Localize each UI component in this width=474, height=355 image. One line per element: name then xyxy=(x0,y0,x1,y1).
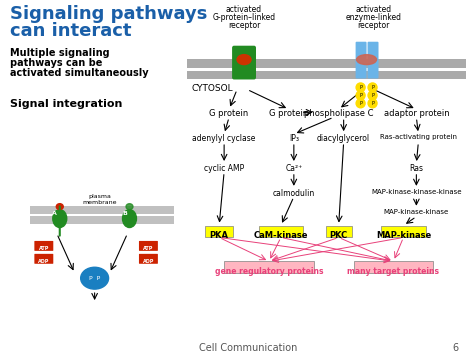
FancyBboxPatch shape xyxy=(326,225,352,237)
Text: P: P xyxy=(359,93,362,98)
Text: Ca²⁺: Ca²⁺ xyxy=(285,164,302,173)
FancyBboxPatch shape xyxy=(35,254,53,264)
Text: gene regulatory proteins: gene regulatory proteins xyxy=(215,267,323,276)
Text: PKA: PKA xyxy=(210,231,228,240)
Text: phospholipase C: phospholipase C xyxy=(304,109,374,118)
FancyBboxPatch shape xyxy=(205,225,233,237)
Bar xyxy=(187,59,466,67)
Text: Multiple signaling: Multiple signaling xyxy=(10,48,109,58)
Text: calmodulin: calmodulin xyxy=(273,189,315,198)
Text: CYTOSOL: CYTOSOL xyxy=(191,84,233,93)
FancyBboxPatch shape xyxy=(354,261,433,273)
Circle shape xyxy=(368,83,377,92)
Text: A: A xyxy=(52,211,57,216)
Text: receptor: receptor xyxy=(228,21,260,30)
Text: IP₃: IP₃ xyxy=(289,134,299,143)
FancyBboxPatch shape xyxy=(381,225,426,237)
Text: B: B xyxy=(122,211,127,216)
Text: G protein: G protein xyxy=(269,109,309,118)
Text: adenylyl cyclase: adenylyl cyclase xyxy=(192,134,256,143)
Text: plasma
membrane: plasma membrane xyxy=(82,194,117,205)
Ellipse shape xyxy=(126,204,133,210)
Circle shape xyxy=(356,99,365,108)
FancyBboxPatch shape xyxy=(35,241,53,251)
FancyBboxPatch shape xyxy=(139,254,158,264)
Text: P  P: P P xyxy=(89,276,100,281)
Bar xyxy=(187,71,466,80)
Text: many target proteins: many target proteins xyxy=(347,267,439,276)
Circle shape xyxy=(368,99,377,108)
FancyBboxPatch shape xyxy=(367,42,379,78)
Text: P: P xyxy=(359,85,362,90)
Ellipse shape xyxy=(356,55,376,65)
Text: ATP: ATP xyxy=(39,246,49,251)
Text: activated: activated xyxy=(356,5,392,14)
Text: ADP: ADP xyxy=(38,259,49,264)
Text: adaptor protein: adaptor protein xyxy=(383,109,449,118)
Ellipse shape xyxy=(81,267,109,289)
Text: PKC: PKC xyxy=(329,231,348,240)
Text: MAP-kinase: MAP-kinase xyxy=(376,231,431,240)
Text: G-protein–linked: G-protein–linked xyxy=(212,13,275,22)
Ellipse shape xyxy=(122,210,137,228)
Text: receptor: receptor xyxy=(357,21,390,30)
Text: Ras-activating protein: Ras-activating protein xyxy=(380,134,457,140)
Bar xyxy=(30,206,174,214)
Text: activated simultaneously: activated simultaneously xyxy=(10,67,148,77)
Text: activated: activated xyxy=(226,5,262,14)
FancyBboxPatch shape xyxy=(139,241,158,251)
Text: G protein: G protein xyxy=(210,109,249,118)
Circle shape xyxy=(356,83,365,92)
Text: P: P xyxy=(371,101,374,106)
Ellipse shape xyxy=(53,210,67,228)
Ellipse shape xyxy=(56,204,63,210)
Circle shape xyxy=(356,91,365,100)
Text: P: P xyxy=(359,101,362,106)
Text: MAP-kinase-kinase: MAP-kinase-kinase xyxy=(384,209,449,215)
Text: cyclic AMP: cyclic AMP xyxy=(204,164,244,173)
Text: Ras: Ras xyxy=(410,164,423,173)
Text: diacylglycerol: diacylglycerol xyxy=(317,134,370,143)
Text: ADP: ADP xyxy=(143,259,154,264)
FancyBboxPatch shape xyxy=(259,225,303,237)
Text: CaM-kinase: CaM-kinase xyxy=(254,231,308,240)
Text: P: P xyxy=(371,93,374,98)
Text: enzyme-linked: enzyme-linked xyxy=(346,13,401,22)
Text: P: P xyxy=(371,85,374,90)
Text: Signaling pathways: Signaling pathways xyxy=(10,5,207,23)
Ellipse shape xyxy=(237,55,251,65)
FancyBboxPatch shape xyxy=(232,46,256,80)
Text: Cell Communication: Cell Communication xyxy=(199,343,298,353)
FancyBboxPatch shape xyxy=(356,42,366,78)
Bar xyxy=(30,215,174,224)
FancyBboxPatch shape xyxy=(224,261,314,273)
Text: Signal integration: Signal integration xyxy=(10,99,122,109)
Text: 6: 6 xyxy=(452,343,458,353)
Text: can interact: can interact xyxy=(10,22,131,40)
Text: pathways can be: pathways can be xyxy=(10,58,102,67)
Circle shape xyxy=(368,91,377,100)
Text: ATP: ATP xyxy=(143,246,154,251)
Text: MAP-kinase-kinase-kinase: MAP-kinase-kinase-kinase xyxy=(371,189,462,195)
